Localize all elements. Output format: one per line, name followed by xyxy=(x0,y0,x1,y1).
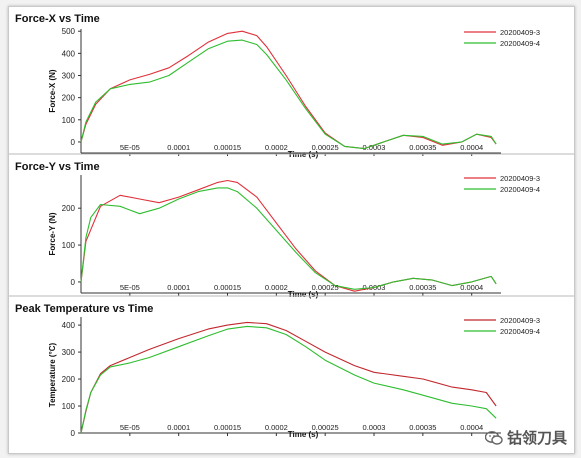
y-tick-label: 400 xyxy=(62,49,76,58)
y-tick-label: 100 xyxy=(62,402,76,411)
legend-label: 20200409-4 xyxy=(500,185,540,194)
series-line-20200409-4 xyxy=(80,187,497,290)
y-tick-label: 0 xyxy=(71,278,76,287)
figure-frame: Force-X vs Time 0 100 200 300 400 500 5E-05 0.00… xyxy=(8,6,575,454)
y-tick-label: 200 xyxy=(62,204,76,213)
figure-canvas: Force-X vs Time 0 100 200 300 400 500 5E-05 0.00… xyxy=(9,13,574,439)
legend-label: 20200409-3 xyxy=(500,174,540,183)
y-tick-label: 100 xyxy=(62,241,76,250)
x-tick-label: 0.0001 xyxy=(167,423,190,432)
chart-title: Peak Temperature vs Time xyxy=(15,303,153,315)
x-tick-label: 0.00015 xyxy=(214,423,241,432)
y-tick-label: 200 xyxy=(62,94,76,103)
x-tick-label: 0.00025 xyxy=(312,283,339,292)
x-tick-label: 0.00015 xyxy=(214,143,241,152)
y-tick-label: 100 xyxy=(62,116,76,125)
legend-label: 20200409-4 xyxy=(500,327,540,336)
chart-title: Force-X vs Time xyxy=(15,13,100,25)
x-tick-label: 0.0002 xyxy=(265,423,288,432)
y-tick-label: 200 xyxy=(62,375,76,384)
x-tick-label: 0.0003 xyxy=(363,143,386,152)
y-tick-label: 500 xyxy=(62,27,76,36)
legend-label: 20200409-3 xyxy=(500,28,540,37)
x-tick-label: 0.0004 xyxy=(460,423,483,432)
chart-title: Force-Y vs Time xyxy=(15,161,100,173)
y-tick-label: 300 xyxy=(62,348,76,357)
x-tick-label: 0.00025 xyxy=(312,423,339,432)
series-line-20200409-4 xyxy=(80,39,497,150)
x-tick-label: 0.0001 xyxy=(167,283,190,292)
y-tick-label: 400 xyxy=(62,321,76,330)
watermark: 钴领刀具 xyxy=(484,427,567,448)
y-axis-label: Force-Y (N) xyxy=(48,212,57,255)
x-tick-label: 0.00035 xyxy=(409,143,436,152)
chart-panel-1: Force-X vs Time 0 100 200 300 400 500 5E-05 0.00… xyxy=(15,13,540,159)
watermark-text: 钴领刀具 xyxy=(506,430,567,447)
x-tick-label: 0.00035 xyxy=(409,423,436,432)
series-line-20200409-4 xyxy=(80,325,497,434)
x-tick-label: 0.0003 xyxy=(363,423,386,432)
x-tick-label: 0.00015 xyxy=(214,283,241,292)
wechat-icon xyxy=(484,430,503,445)
legend-label: 20200409-4 xyxy=(500,39,540,48)
legend-label: 20200409-3 xyxy=(500,316,540,325)
x-axis-label: Time (s) xyxy=(288,290,319,299)
x-tick-label: 0.00035 xyxy=(409,283,436,292)
y-tick-label: 300 xyxy=(62,72,76,81)
x-tick-label: 0.00025 xyxy=(312,143,339,152)
series-line-20200409-3 xyxy=(80,321,497,434)
y-axis-label: Temperature (°C) xyxy=(48,342,57,407)
y-tick-label: 0 xyxy=(71,429,76,438)
y-axis-label: Force-X (N) xyxy=(48,69,57,112)
x-tick-label: 5E-05 xyxy=(120,143,140,152)
x-tick-label: 0.0001 xyxy=(167,143,190,152)
series-line-20200409-3 xyxy=(80,179,497,292)
x-tick-label: 0.0002 xyxy=(265,283,288,292)
x-tick-label: 0.0004 xyxy=(460,283,483,292)
x-axis-label: Time (s) xyxy=(288,430,319,439)
y-tick-label: 0 xyxy=(71,138,76,147)
x-tick-label: 5E-05 xyxy=(120,283,140,292)
x-tick-label: 0.0004 xyxy=(460,143,483,152)
chart-panel-3: Peak Temperature vs Time 0 100 200 300 400 5E-… xyxy=(9,295,574,439)
x-tick-label: 5E-05 xyxy=(120,423,140,432)
chart-panel-2: Force-Y vs Time 0 100 200 5E-05 0.0001 0.00015… xyxy=(9,153,574,299)
series-line-20200409-3 xyxy=(80,30,497,150)
x-tick-label: 0.0002 xyxy=(265,143,288,152)
